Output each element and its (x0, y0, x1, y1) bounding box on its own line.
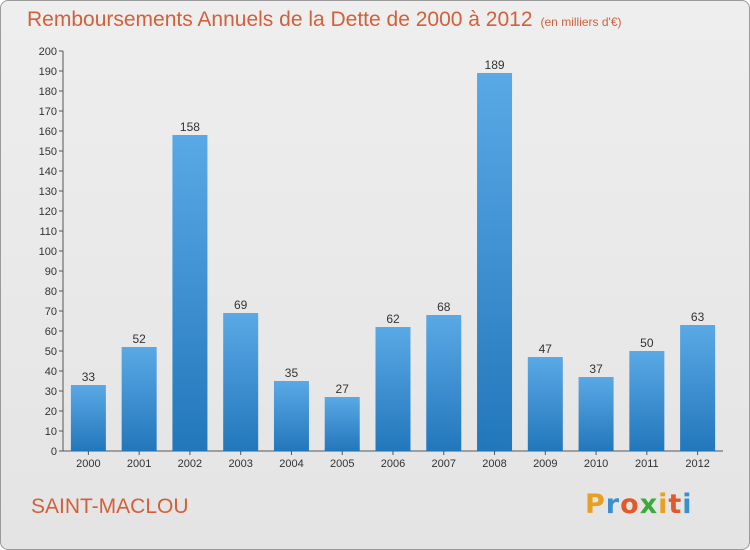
y-tick-label: 70 (45, 306, 57, 318)
bar (375, 327, 411, 451)
x-axis: 2000 2001 2002 2003 2004 2005 2006 2007 2008 2009… (63, 450, 723, 470)
bars (70, 73, 716, 451)
y-tick-label: 170 (39, 106, 57, 118)
bar (680, 325, 716, 451)
logo-letter: r (605, 489, 621, 520)
y-axis: 0 10 20 30 40 50 60 70 80 90 100 110 120 130 140 150 160… (39, 46, 64, 458)
bar (273, 381, 309, 451)
title-text: Remboursements Annuels de la Dette de 20… (27, 8, 533, 31)
y-tick-label: 0 (51, 446, 57, 458)
x-tick-label: 2000 (76, 458, 100, 470)
bar-value-label: 68 (437, 300, 451, 314)
y-tick-label: 30 (45, 386, 57, 398)
x-tick-label: 2007 (432, 458, 456, 470)
bar-value-label: 47 (539, 342, 553, 356)
x-tick-label: 2008 (482, 458, 506, 470)
y-tick-label: 130 (39, 186, 57, 198)
bar (223, 313, 259, 451)
bar (629, 351, 665, 451)
bar-value-label: 33 (82, 370, 96, 384)
commune-name: SAINT-MACLOU (31, 495, 189, 518)
y-tick-label: 50 (45, 346, 57, 358)
data-labels: 33 52 158 69 35 27 62 68 189 47 37 50 63 (82, 58, 705, 396)
bar (477, 73, 513, 451)
bar-value-label: 69 (234, 298, 248, 312)
y-tick-label: 200 (39, 46, 57, 58)
chart-subtitle: (en milliers d'€) (540, 15, 622, 29)
logo-letter: x (639, 489, 659, 520)
logo-letter: P (585, 489, 606, 520)
bar-value-label: 27 (336, 382, 350, 396)
bar-value-label: 50 (640, 336, 654, 350)
y-tick-label: 60 (45, 326, 57, 338)
bar (121, 347, 157, 451)
x-tick-label: 2003 (228, 458, 252, 470)
x-tick-label: 2012 (685, 458, 709, 470)
y-tick-label: 10 (45, 426, 57, 438)
y-tick-label: 20 (45, 406, 57, 418)
bar (70, 385, 106, 451)
bar-value-label: 52 (132, 332, 146, 346)
y-tick-label: 100 (39, 246, 57, 258)
chart-title: Remboursements Annuels de la Dette de 20… (27, 8, 622, 32)
x-tick-label: 2009 (533, 458, 557, 470)
y-tick-label: 40 (45, 366, 57, 378)
logo-letter: i (682, 489, 693, 520)
y-tick-label: 180 (39, 86, 57, 98)
y-tick-label: 90 (45, 266, 57, 278)
y-tick-label: 190 (39, 66, 57, 78)
bar-value-label: 62 (386, 312, 400, 326)
x-tick-label: 2001 (127, 458, 151, 470)
y-tick-label: 120 (39, 206, 57, 218)
bar (324, 397, 360, 451)
proxiti-logo[interactable]: Proxiti (585, 489, 693, 520)
y-tick-label: 110 (39, 226, 57, 238)
bar-value-label: 37 (589, 362, 603, 376)
x-tick-label: 2005 (330, 458, 354, 470)
logo-letter: t (668, 489, 683, 520)
bar (578, 377, 614, 451)
x-tick-label: 2011 (635, 458, 659, 470)
x-tick-label: 2010 (584, 458, 608, 470)
x-tick-label: 2004 (279, 458, 303, 470)
bar-value-label: 35 (285, 366, 299, 380)
bar-value-label: 189 (485, 58, 505, 72)
bar-value-label: 63 (691, 310, 705, 324)
logo-letter: i (658, 489, 669, 520)
y-tick-label: 80 (45, 286, 57, 298)
bar (426, 315, 462, 451)
bar-value-label: 158 (180, 120, 200, 134)
logo-letter: o (620, 489, 640, 520)
bar (527, 357, 563, 451)
x-tick-label: 2002 (178, 458, 202, 470)
y-tick-label: 150 (39, 146, 57, 158)
bar (172, 135, 208, 451)
y-tick-label: 160 (39, 126, 57, 138)
x-tick-label: 2006 (381, 458, 405, 470)
y-tick-label: 140 (39, 166, 57, 178)
